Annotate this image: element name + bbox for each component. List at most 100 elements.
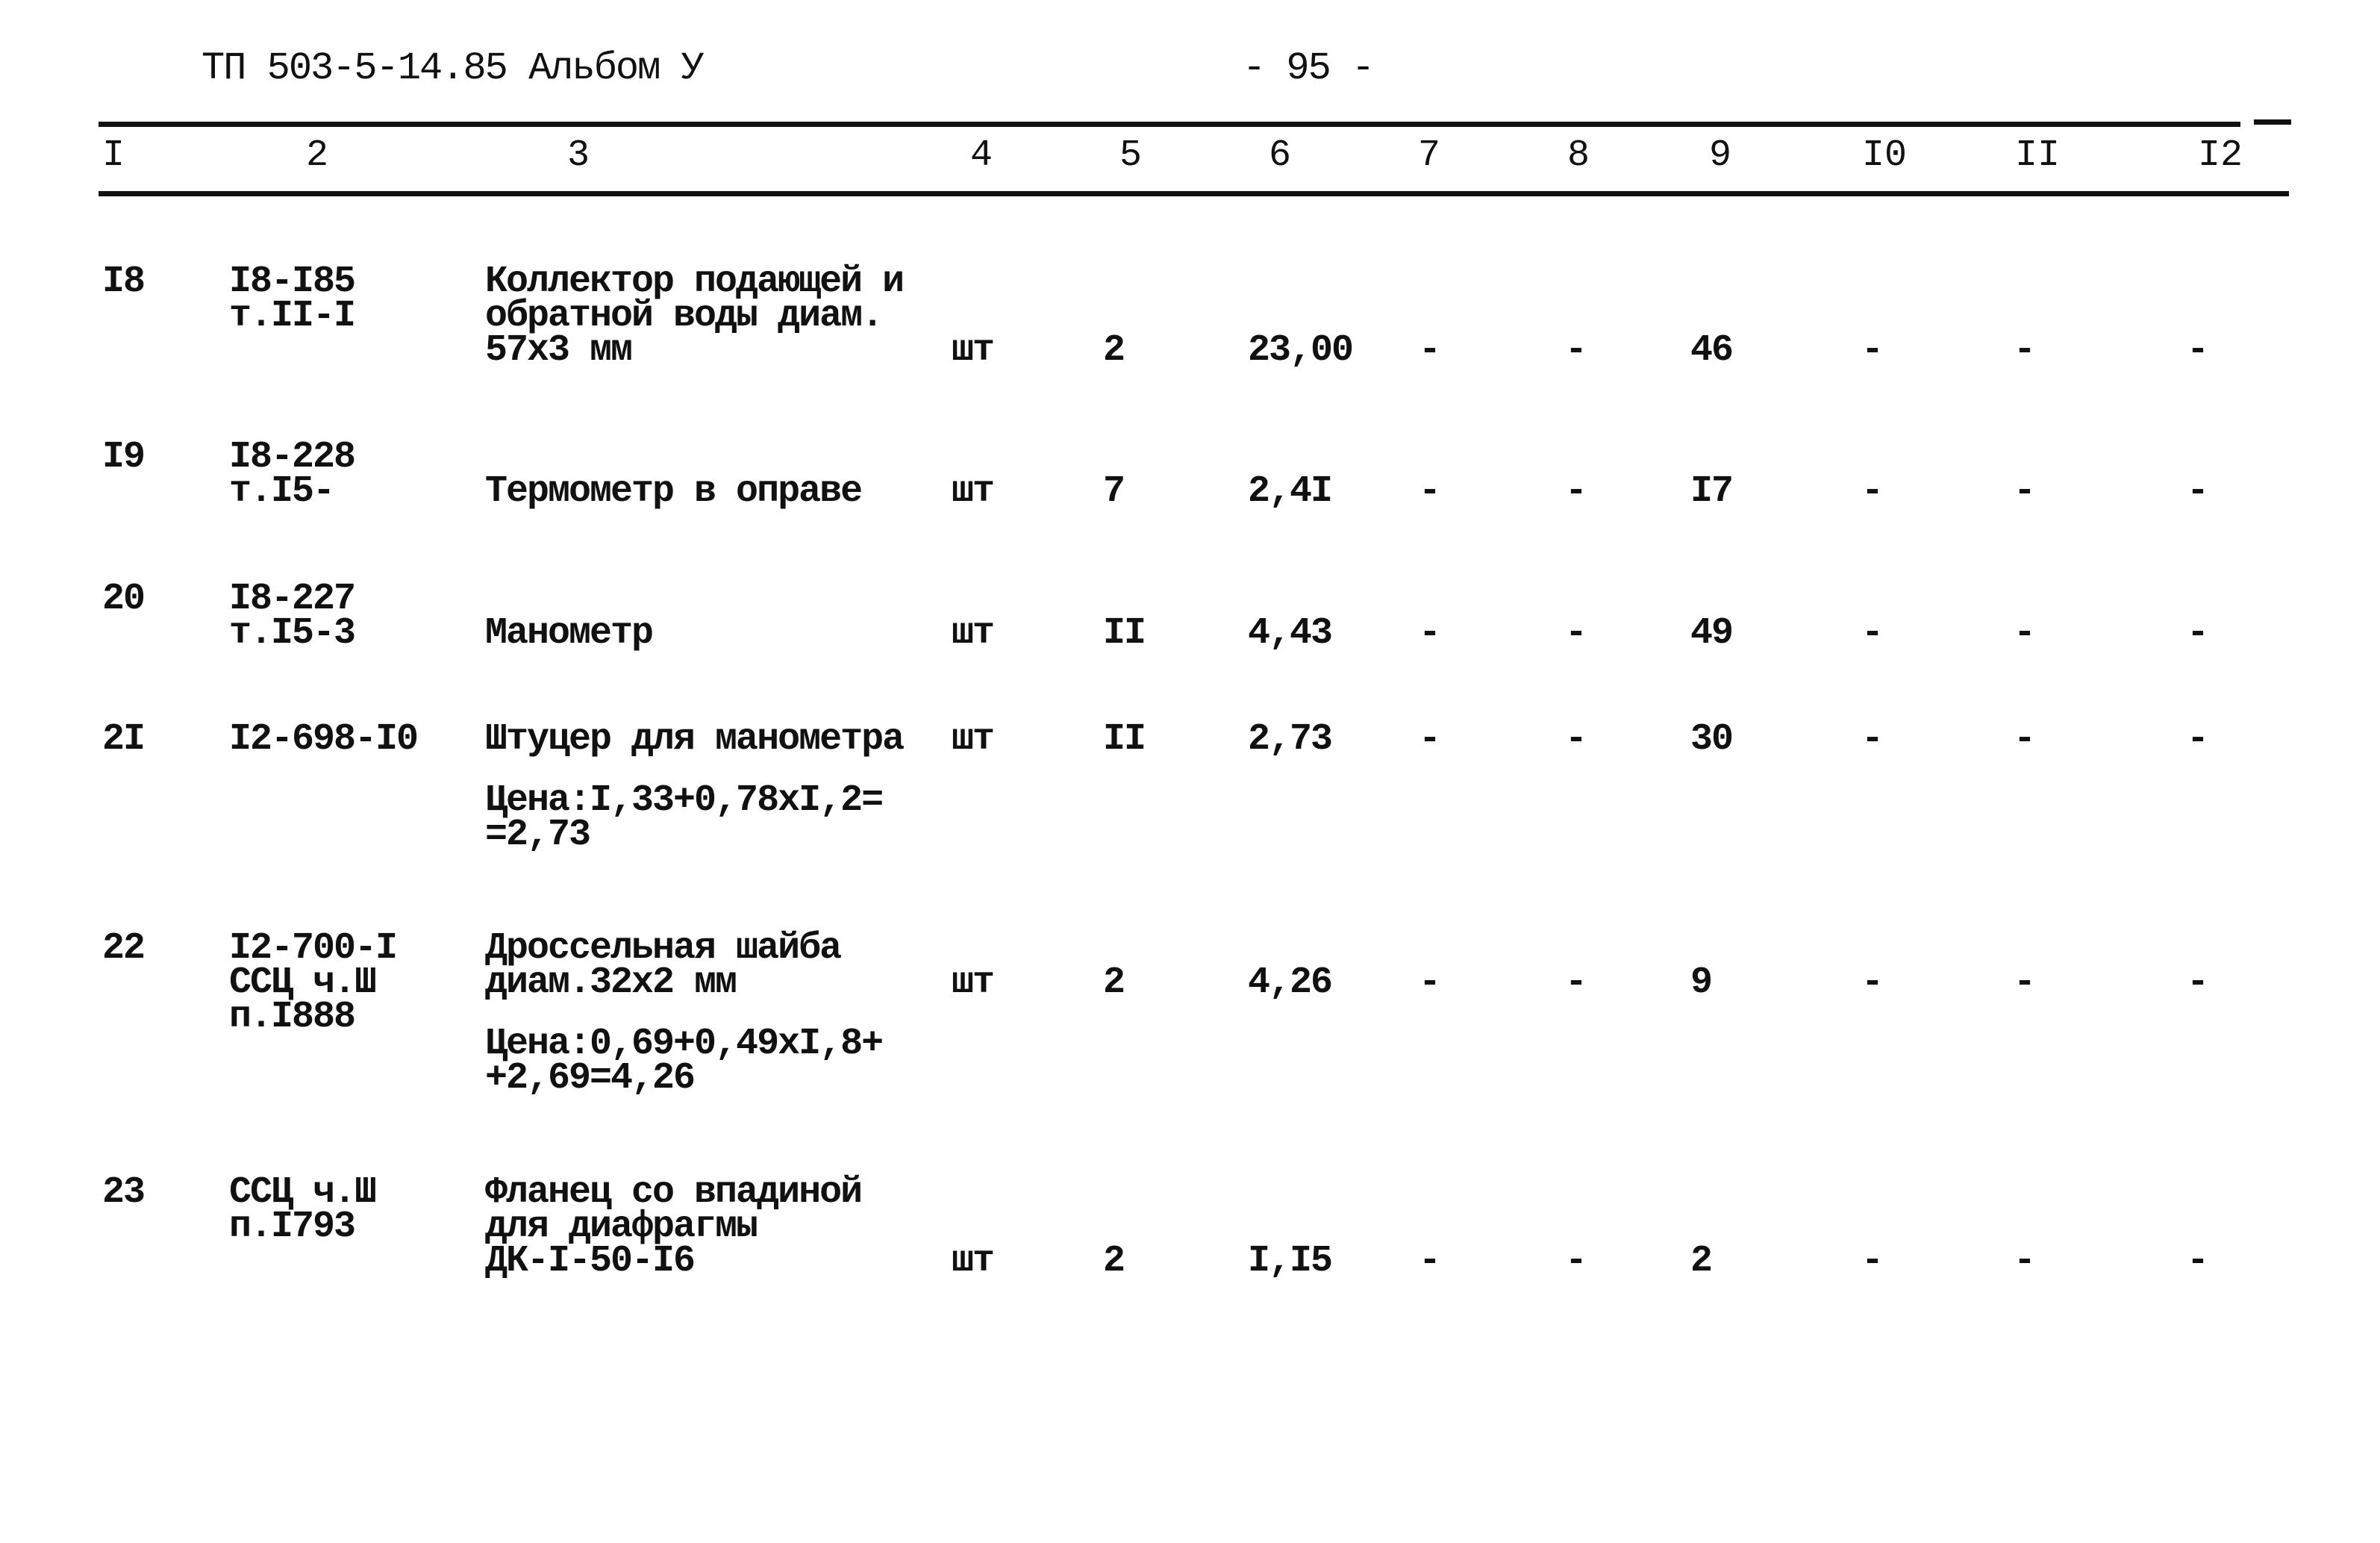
cell-c8: - — [1565, 961, 1587, 1004]
cell-c11: - — [2014, 470, 2036, 513]
page-number: - 95 - — [1243, 46, 1375, 90]
cell-c10: - — [1861, 1240, 1884, 1282]
reference: I2-700-I — [229, 927, 398, 970]
price-note: Цена:0,69+0,49хI,8+ — [485, 1023, 884, 1065]
cell-c10: - — [1861, 470, 1884, 513]
cell-c9: I7 — [1690, 470, 1734, 513]
cell-price: 2,4I — [1248, 470, 1333, 513]
cell-unit: шт — [952, 329, 995, 372]
price-note: +2,69=4,26 — [485, 1057, 696, 1100]
reference: т.I5- — [229, 470, 335, 513]
item-name: ДК-I-50-I6 — [485, 1240, 696, 1282]
document-code: ТП 503-5-14.85 Альбом У — [202, 46, 705, 90]
column-header: 3 — [567, 134, 590, 177]
cell-c12: - — [2187, 718, 2209, 761]
column-header: 7 — [1418, 134, 1441, 177]
reference: п.I793 — [229, 1206, 356, 1248]
cell-unit: шт — [952, 961, 995, 1004]
cell-c12: - — [2187, 329, 2209, 372]
cell-qty: 2 — [1103, 329, 1125, 372]
cell-c12: - — [2187, 1240, 2209, 1282]
top-rule-tail — [2254, 119, 2291, 125]
reference: ССЦ ч.Ш — [229, 961, 377, 1004]
cell-c10: - — [1861, 612, 1884, 655]
cell-c12: - — [2187, 612, 2209, 655]
column-header: 4 — [970, 134, 993, 177]
item-name: обратной воды диам. — [485, 295, 884, 337]
reference: т.I5-3 — [229, 612, 356, 655]
reference: I8-I85 — [229, 261, 356, 303]
reference: I2-698-I0 — [229, 718, 419, 761]
cell-unit: шт — [952, 612, 995, 655]
cell-unit: шт — [952, 1240, 995, 1282]
row-number: 2I — [102, 718, 146, 761]
cell-c10: - — [1861, 961, 1884, 1004]
cell-qty: II — [1103, 612, 1146, 655]
row-number: 22 — [102, 927, 146, 970]
cell-c11: - — [2014, 718, 2036, 761]
top-rule — [99, 122, 2240, 127]
cell-c7: - — [1419, 470, 1441, 513]
column-header: 9 — [1709, 134, 1732, 177]
column-header: 6 — [1269, 134, 1292, 177]
item-name: диам.32х2 мм — [485, 961, 737, 1004]
reference: п.I888 — [229, 996, 356, 1038]
item-name: для диафрагмы — [485, 1206, 758, 1248]
cell-c12: - — [2187, 961, 2209, 1004]
cell-c7: - — [1419, 961, 1441, 1004]
row-number: 23 — [102, 1171, 146, 1214]
cell-c9: 49 — [1690, 612, 1734, 655]
cell-c7: - — [1419, 1240, 1441, 1282]
cell-c8: - — [1565, 1240, 1587, 1282]
cell-c8: - — [1565, 612, 1587, 655]
cell-qty: II — [1103, 718, 1146, 761]
cell-c8: - — [1565, 329, 1587, 372]
item-name: Фланец со впадиной — [485, 1171, 863, 1214]
cell-c12: - — [2187, 470, 2209, 513]
cell-c8: - — [1565, 470, 1587, 513]
cell-c9: 46 — [1690, 329, 1734, 372]
column-header: I — [102, 134, 125, 177]
item-name: 57х3 мм — [485, 329, 633, 372]
cell-c7: - — [1419, 718, 1441, 761]
column-header: I0 — [1862, 134, 1908, 177]
row-number: 20 — [102, 578, 146, 620]
reference: I8-228 — [229, 436, 356, 479]
cell-price: I,I5 — [1248, 1240, 1333, 1282]
cell-c7: - — [1419, 329, 1441, 372]
cell-price: 4,26 — [1248, 961, 1333, 1004]
cell-unit: шт — [952, 718, 995, 761]
cell-c11: - — [2014, 961, 2036, 1004]
item-name: Манометр — [485, 612, 654, 655]
item-name: Коллектор подающей и — [485, 261, 905, 303]
cell-unit: шт — [952, 470, 995, 513]
cell-qty: 7 — [1103, 470, 1125, 513]
cell-qty: 2 — [1103, 1240, 1125, 1282]
cell-price: 2,73 — [1248, 718, 1333, 761]
cell-qty: 2 — [1103, 961, 1125, 1004]
cell-c9: 2 — [1690, 1240, 1713, 1282]
column-header: 8 — [1567, 134, 1590, 177]
price-note: Цена:I,33+0,78хI,2= — [485, 779, 884, 822]
cell-c7: - — [1419, 612, 1441, 655]
reference: т.II-I — [229, 295, 356, 337]
header-rule — [99, 191, 2289, 196]
price-note: =2,73 — [485, 814, 591, 856]
cell-c9: 9 — [1690, 961, 1713, 1004]
column-header: I2 — [2198, 134, 2243, 177]
item-name: Штуцер для манометра — [485, 718, 905, 761]
row-number: I8 — [102, 261, 146, 303]
item-name: Термометр в оправе — [485, 470, 863, 513]
cell-c9: 30 — [1690, 718, 1734, 761]
cell-price: 23,00 — [1248, 329, 1354, 372]
cell-price: 4,43 — [1248, 612, 1333, 655]
column-header: II — [2015, 134, 2061, 177]
reference: I8-227 — [229, 578, 356, 620]
cell-c11: - — [2014, 1240, 2036, 1282]
column-header: 5 — [1119, 134, 1143, 177]
cell-c10: - — [1861, 718, 1884, 761]
item-name: Дроссельная шайба — [485, 927, 842, 970]
row-number: I9 — [102, 436, 146, 479]
reference: ССЦ ч.Ш — [229, 1171, 377, 1214]
cell-c11: - — [2014, 329, 2036, 372]
